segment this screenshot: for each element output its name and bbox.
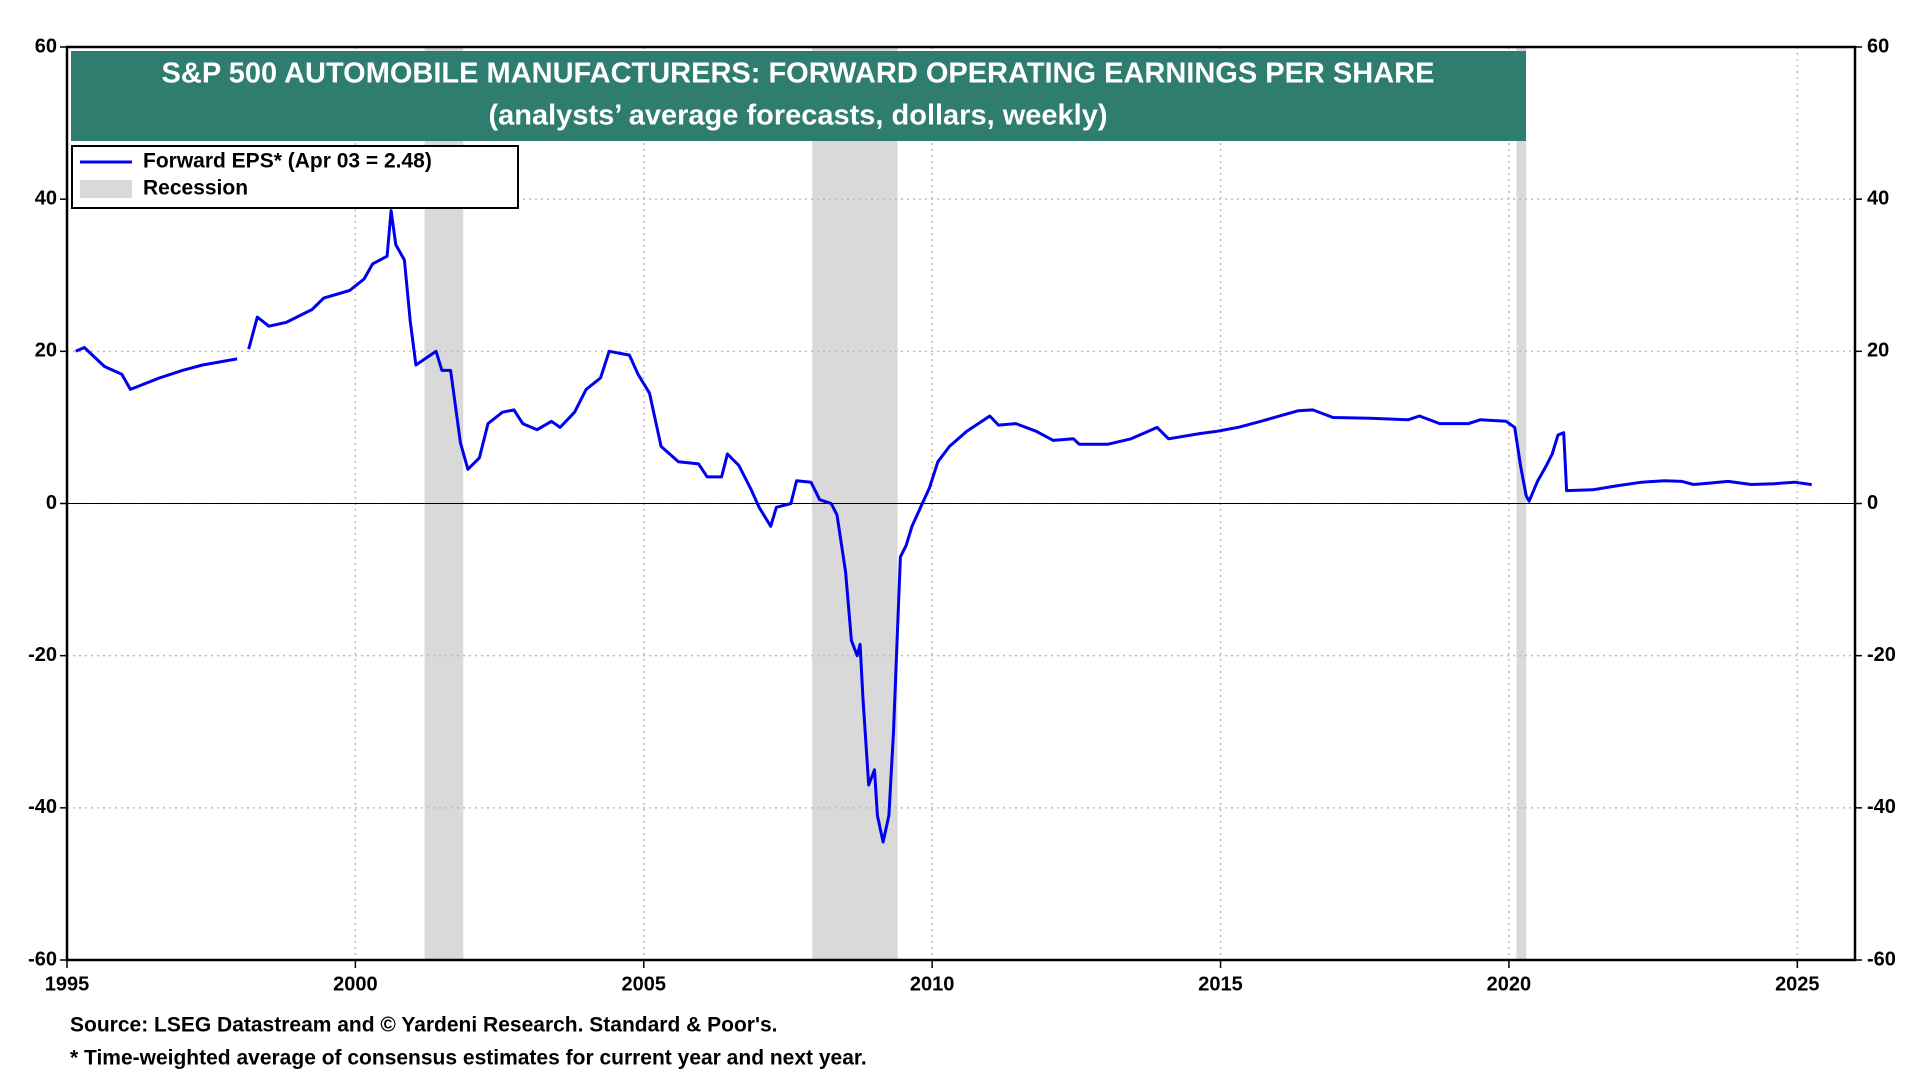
y-tick-label: 60 [35,35,57,57]
x-tick-label: 2010 [910,973,955,995]
y-tick-label: 0 [46,492,57,514]
legend-swatch [80,180,132,198]
y-tick-label: -20 [28,644,57,666]
y-tick-label: -40 [28,796,57,818]
y2-tick-label: 20 [1867,340,1889,362]
y-tick-label: 20 [35,340,57,362]
legend-box [71,145,519,209]
x-tick-label: 2005 [622,973,667,995]
chart-title: S&P 500 AUTOMOBILE MANUFACTURERS: FORWAR… [162,58,1435,90]
legend: Forward EPS* (Apr 03 = 2.48) Recession [80,150,432,200]
y2-tick-label: 40 [1867,187,1889,209]
y2-tick-label: 0 [1867,492,1878,514]
y2-tick-label: 60 [1867,35,1889,57]
chart-subtitle: (analysts’ average forecasts, dollars, w… [489,100,1108,132]
x-tick-label: 1995 [45,973,90,995]
y-tick-label: -60 [28,948,57,970]
x-tick-label: 2015 [1198,973,1243,995]
lines [75,209,1812,844]
y2-tick-label: -20 [1867,644,1896,666]
x-tick-label: 2025 [1775,973,1820,995]
y2-tick-label: -40 [1867,796,1896,818]
y2-tick-label: -60 [1867,948,1896,970]
legend-label: Recession [143,177,248,200]
footnote: * Time-weighted average of consensus est… [70,1047,867,1070]
title-box [71,51,1526,141]
x-tick-label: 2000 [333,973,378,995]
source-note: Source: LSEG Datastream and © Yardeni Re… [70,1014,777,1037]
x-tick-label: 2020 [1487,973,1532,995]
series-line [75,209,1812,844]
legend-label: Forward EPS* (Apr 03 = 2.48) [143,150,432,173]
y-tick-label: 40 [35,187,57,209]
